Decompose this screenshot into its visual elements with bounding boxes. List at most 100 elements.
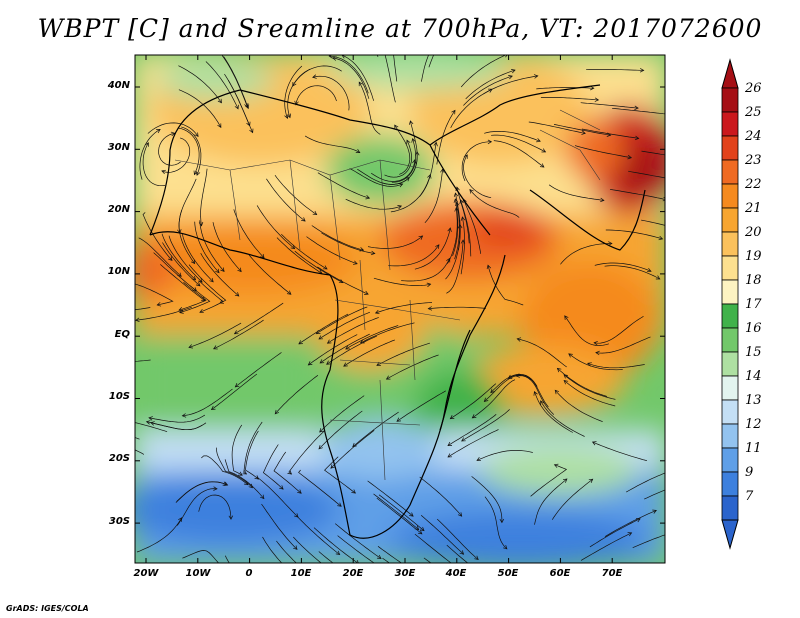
streamline — [554, 390, 603, 423]
streamline — [231, 424, 243, 476]
streamline — [148, 414, 206, 423]
streamline — [367, 480, 414, 517]
streamline — [188, 322, 242, 348]
streamline-arrow — [606, 132, 612, 137]
colorbar-cell — [721, 279, 739, 305]
streamline-arrow — [486, 264, 492, 270]
streamline — [508, 374, 549, 408]
streamline-arrow — [447, 441, 453, 446]
streamline — [266, 178, 306, 222]
streamline-arrow — [595, 350, 600, 356]
streamline — [428, 306, 486, 310]
streamline — [293, 536, 322, 563]
streamline-arrow — [248, 483, 254, 489]
streamline — [318, 311, 371, 340]
streamline-arrow — [217, 123, 222, 129]
streamline-arrow — [608, 241, 613, 246]
streamline — [200, 253, 240, 297]
streamline — [262, 444, 284, 490]
streamline — [194, 221, 220, 273]
streamline — [447, 207, 458, 264]
streamline-arrow — [234, 292, 240, 297]
streamline-arrow — [411, 137, 416, 143]
streamline-arrow — [198, 278, 203, 283]
streamline — [436, 518, 479, 560]
streamline — [199, 220, 225, 272]
colorbar-label: 11 — [745, 441, 762, 456]
colorbar-cell — [721, 135, 739, 161]
streamline-arrow — [408, 120, 414, 125]
streamline-arrow — [181, 413, 187, 418]
streamline — [530, 464, 568, 497]
streamline-arrow — [353, 260, 358, 265]
streamline — [564, 315, 609, 346]
streamline-arrow — [228, 515, 234, 520]
lat-label: 30N — [107, 142, 130, 153]
streamline-arrow — [358, 81, 363, 87]
streamline — [234, 302, 284, 335]
streamline — [142, 212, 173, 261]
streamline — [484, 130, 541, 142]
streamline — [563, 380, 616, 407]
streamline — [345, 325, 399, 350]
lon-label: 50E — [497, 568, 519, 579]
streamline — [135, 422, 168, 433]
streamline-arrow — [469, 189, 474, 194]
streamline — [182, 550, 220, 563]
streamline — [446, 544, 469, 563]
streamline-arrow — [234, 104, 239, 110]
streamline-arrow — [447, 227, 452, 232]
streamline — [472, 379, 516, 419]
streamline — [388, 244, 440, 267]
streamline-arrow — [516, 337, 522, 342]
borders — [174, 109, 601, 481]
streamline-arrow — [553, 463, 559, 468]
streamline — [396, 390, 446, 422]
streamline — [284, 65, 303, 119]
streamline — [313, 527, 359, 563]
streamline-arrow — [243, 480, 249, 486]
streamline — [345, 198, 402, 210]
colorbar-cell — [721, 423, 739, 449]
streamline-arrow — [290, 244, 296, 250]
streamline-arrow — [150, 421, 155, 426]
streamline-arrow — [307, 361, 313, 366]
streamline-arrow — [652, 509, 657, 514]
streamline-arrow — [459, 199, 464, 204]
streamline-arrow — [161, 169, 166, 175]
streamline — [536, 87, 594, 90]
streamline-arrow — [563, 374, 568, 379]
colorbar-label: 21 — [745, 201, 762, 216]
streamline-arrow — [418, 235, 424, 240]
streamline — [401, 258, 451, 282]
streamline — [349, 168, 403, 187]
streamline — [139, 129, 161, 180]
streamline-arrow — [511, 69, 516, 74]
streamline — [312, 75, 350, 111]
colorbar-cell — [721, 111, 739, 137]
streamline — [394, 124, 411, 175]
lon-label: 10W — [185, 568, 211, 579]
streamline — [424, 169, 444, 224]
streamline-arrow — [234, 383, 240, 388]
streamline — [168, 235, 203, 283]
streamline-arrow — [446, 257, 451, 263]
streamline-arrow — [345, 345, 350, 350]
streamline — [377, 546, 403, 563]
colorbar-label: 23 — [745, 153, 762, 168]
streamline — [595, 336, 651, 354]
streamline — [534, 391, 573, 433]
streamline-arrow — [355, 149, 361, 153]
streamline — [224, 73, 251, 126]
streamline-arrow — [453, 192, 459, 198]
streamline-arrow — [326, 339, 332, 344]
streamline — [352, 411, 399, 447]
streamline-arrow — [220, 267, 225, 272]
streamline — [205, 61, 239, 109]
streamline-arrow — [215, 268, 220, 274]
streamline — [626, 472, 665, 493]
streamline — [201, 455, 249, 486]
streamline — [644, 489, 665, 500]
streamline-arrow — [587, 362, 592, 367]
streamline-arrow — [581, 130, 586, 135]
